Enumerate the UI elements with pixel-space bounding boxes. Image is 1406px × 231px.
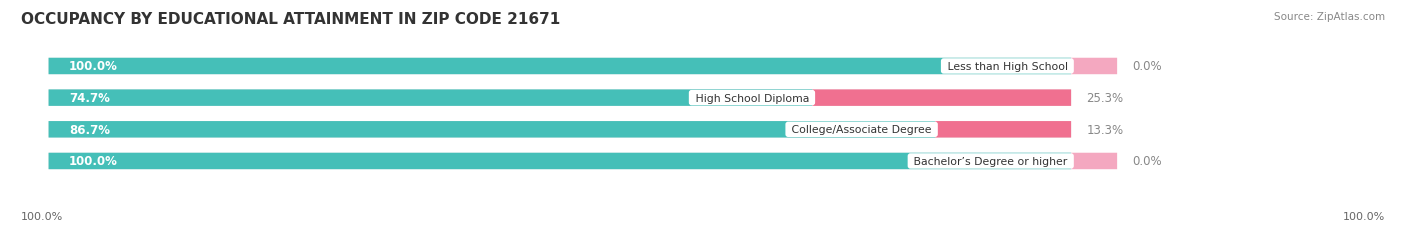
Text: 86.7%: 86.7%: [69, 123, 110, 136]
Text: College/Associate Degree: College/Associate Degree: [789, 125, 935, 135]
FancyBboxPatch shape: [49, 122, 935, 138]
FancyBboxPatch shape: [935, 122, 1071, 138]
FancyBboxPatch shape: [49, 58, 1071, 75]
FancyBboxPatch shape: [49, 90, 813, 106]
FancyBboxPatch shape: [49, 58, 1071, 75]
Text: 0.0%: 0.0%: [1132, 60, 1163, 73]
Text: 0.0%: 0.0%: [1132, 155, 1163, 168]
Text: Less than High School: Less than High School: [943, 62, 1071, 72]
FancyBboxPatch shape: [49, 122, 1071, 138]
Text: OCCUPANCY BY EDUCATIONAL ATTAINMENT IN ZIP CODE 21671: OCCUPANCY BY EDUCATIONAL ATTAINMENT IN Z…: [21, 12, 561, 27]
FancyBboxPatch shape: [49, 153, 1071, 170]
FancyBboxPatch shape: [49, 90, 1071, 106]
Text: Bachelor’s Degree or higher: Bachelor’s Degree or higher: [910, 156, 1071, 166]
FancyBboxPatch shape: [813, 90, 1071, 106]
Text: 100.0%: 100.0%: [1343, 212, 1385, 222]
Text: 100.0%: 100.0%: [21, 212, 63, 222]
Text: 74.7%: 74.7%: [69, 92, 110, 105]
FancyBboxPatch shape: [1071, 58, 1118, 75]
Text: 13.3%: 13.3%: [1087, 123, 1123, 136]
Text: 100.0%: 100.0%: [69, 155, 118, 168]
Text: 100.0%: 100.0%: [69, 60, 118, 73]
Text: Source: ZipAtlas.com: Source: ZipAtlas.com: [1274, 12, 1385, 21]
FancyBboxPatch shape: [49, 153, 1071, 170]
FancyBboxPatch shape: [1071, 153, 1118, 170]
Text: 25.3%: 25.3%: [1087, 92, 1123, 105]
Text: High School Diploma: High School Diploma: [692, 93, 813, 103]
